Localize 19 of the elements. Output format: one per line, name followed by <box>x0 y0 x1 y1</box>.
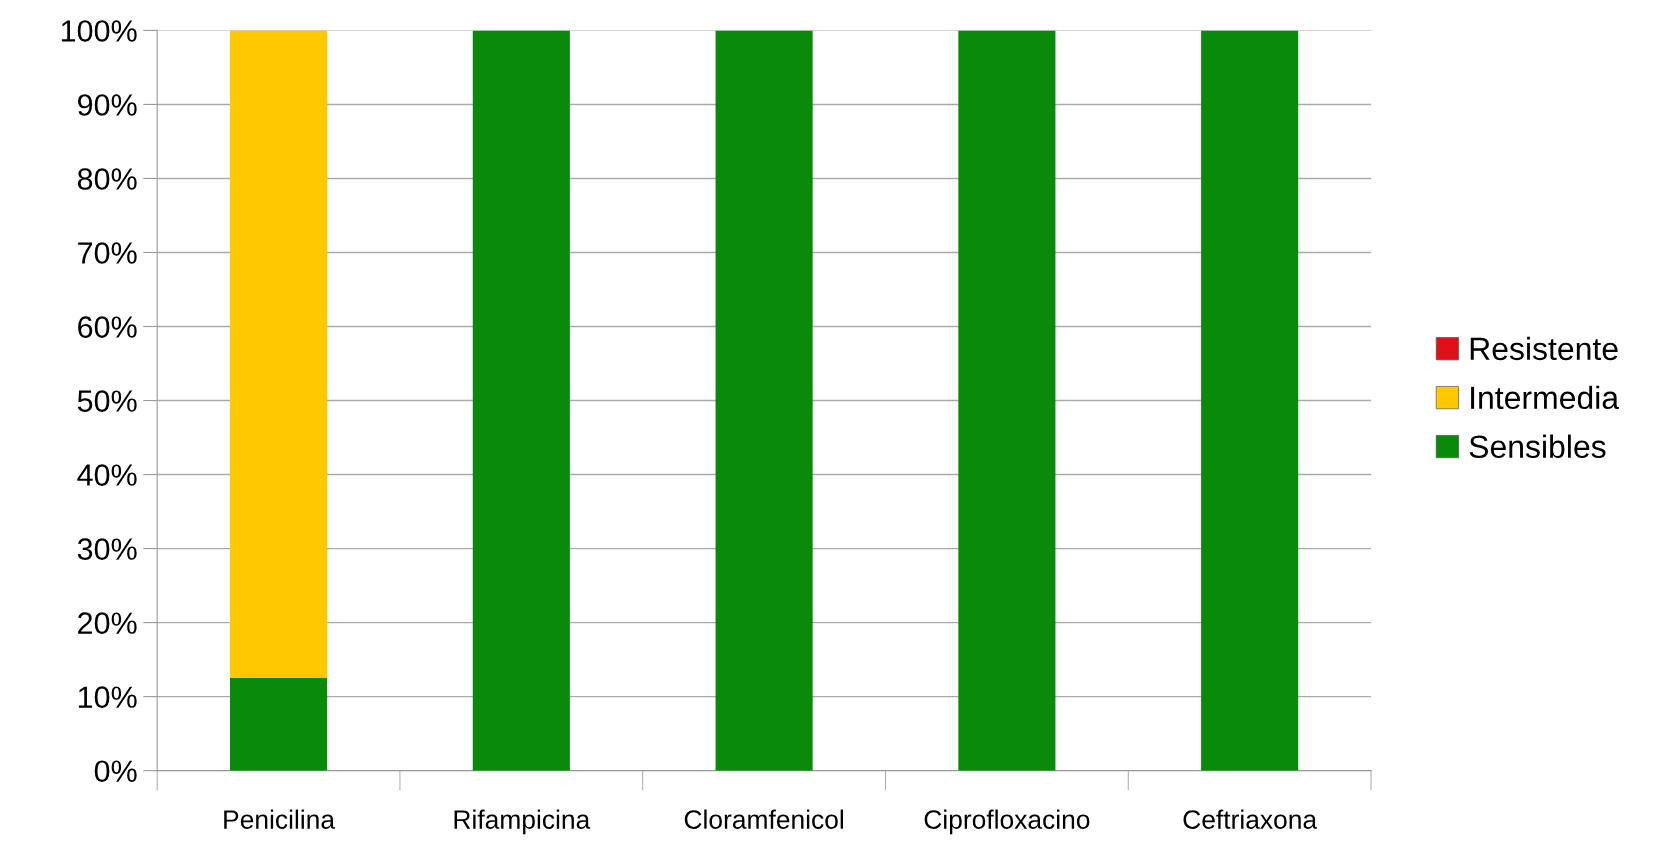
y-tick-label: 80% <box>77 168 137 190</box>
y-tick-label: 100% <box>61 20 137 42</box>
y-tick-label: 20% <box>78 612 137 634</box>
y-tick-label: 30% <box>77 538 137 560</box>
y-tick-label: 60% <box>78 316 137 338</box>
y-tick-label: 90% <box>78 94 137 116</box>
legend-label: Sensibles <box>1469 434 1606 459</box>
y-tick-label: 40% <box>77 464 137 486</box>
y-tick-label: 70% <box>78 242 137 264</box>
x-tick-label: Ceftriaxona <box>1183 809 1318 829</box>
x-tick-label: Ciprofloxacino <box>924 809 1090 835</box>
x-tick-label: Rifampicina <box>454 809 591 835</box>
y-tick-label: 10% <box>78 686 137 708</box>
y-tick-label: 50% <box>77 390 137 412</box>
legend-label: Resistente <box>1470 336 1618 361</box>
x-tick-label: Penicilina <box>224 809 336 829</box>
y-tick-label: 0% <box>94 760 137 783</box>
x-tick-label: Cloramfenicol <box>684 809 844 829</box>
legend-label: Intermedia <box>1471 385 1620 410</box>
